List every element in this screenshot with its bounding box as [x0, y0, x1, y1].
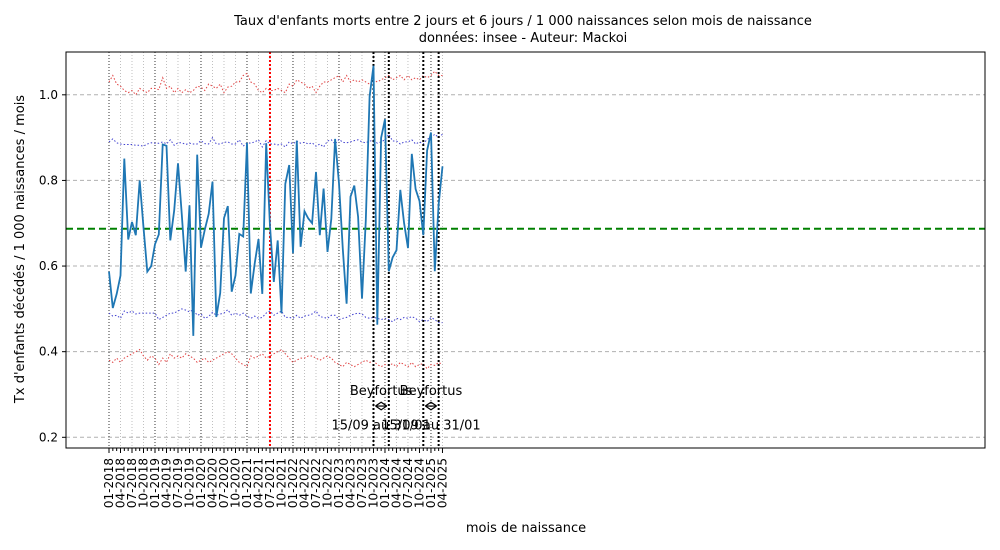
y-tick-label: 0.8	[39, 173, 58, 187]
annotation-range: 15/09 au 31/01	[331, 418, 430, 433]
x-tick-label: 01-2025	[424, 458, 438, 508]
x-axis-label: mois de naissance	[466, 521, 586, 536]
x-tick-label: 04-2018	[113, 458, 127, 508]
annotation-arrow-head-right	[380, 401, 388, 411]
x-tick-label: 07-2020	[217, 458, 231, 508]
upper-blue-band	[108, 133, 443, 149]
y-tick-label: 0.2	[39, 430, 58, 444]
x-tick-label: 07-2022	[309, 458, 323, 508]
chart-title: Taux d'enfants morts entre 2 jours et 6 …	[233, 14, 812, 29]
x-tick-label: 04-2022	[297, 458, 311, 508]
x-tick-label: 10-2024	[412, 458, 426, 508]
x-tick-label: 01-2018	[102, 458, 116, 508]
x-tick-label: 04-2019	[159, 458, 173, 508]
x-tick-label: 10-2023	[366, 458, 380, 508]
x-tick-label: 04-2023	[343, 458, 357, 508]
x-tick-label: 01-2021	[240, 458, 254, 508]
annotation-label: Beyfortus	[350, 384, 413, 399]
x-tick-label: 10-2020	[228, 458, 242, 508]
x-tick-label: 07-2021	[263, 458, 277, 508]
annotation-arrow-head-right	[430, 401, 437, 411]
y-tick-label: 0.4	[39, 345, 58, 359]
x-tick-label: 01-2019	[148, 458, 162, 508]
x-tick-label: 01-2022	[286, 458, 300, 508]
x-tick-label: 10-2018	[136, 458, 150, 508]
upper-red-band	[108, 70, 443, 96]
lower-blue-band	[108, 308, 443, 324]
x-tick-label: 01-2024	[378, 458, 392, 508]
x-tick-label: 04-2020	[205, 458, 219, 508]
y-axis-label: Tx d'enfants décédés / 1 000 naissances …	[13, 95, 28, 404]
x-tick-label: 07-2024	[401, 458, 415, 508]
x-tick-label: 07-2018	[125, 458, 139, 508]
x-tick-label: 07-2023	[355, 458, 369, 508]
y-tick-label: 1.0	[39, 88, 58, 102]
x-tick-label: 01-2020	[194, 458, 208, 508]
annotation-arrow-head-left	[375, 401, 382, 411]
x-tick-label: 10-2022	[320, 458, 334, 508]
x-tick-label: 01-2023	[332, 458, 346, 508]
annotation-range: 15/09 au 31/01	[381, 418, 480, 433]
plot-area: 0.20.40.60.81.001-201804-201807-201810-2…	[39, 51, 986, 508]
lower-red-band	[108, 348, 443, 370]
x-tick-label: 04-2024	[389, 458, 403, 508]
annotation-label: Beyfortus	[400, 384, 463, 399]
x-tick-label: 04-2025	[435, 458, 449, 508]
y-tick-label: 0.6	[39, 259, 58, 273]
x-tick-label: 04-2021	[251, 458, 265, 508]
chart-subtitle: données: insee - Auteur: Mackoi	[419, 31, 628, 46]
plot-frame	[65, 51, 986, 449]
x-tick-label: 10-2021	[274, 458, 288, 508]
main-series-line	[108, 65, 444, 336]
x-tick-label: 07-2019	[171, 458, 185, 508]
x-tick-label: 10-2019	[182, 458, 196, 508]
annotation-arrow-head-left	[424, 401, 432, 411]
